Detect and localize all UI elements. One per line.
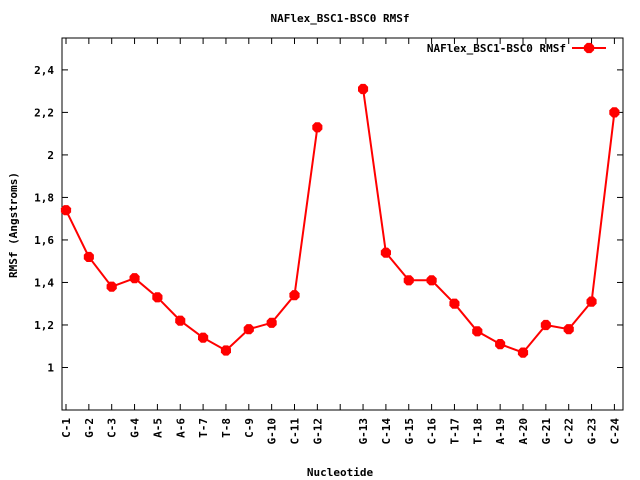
- y-tick-label: 1,6: [34, 234, 54, 247]
- data-point: [312, 122, 323, 133]
- series-layer: [60, 83, 620, 358]
- data-point: [60, 205, 72, 216]
- data-point: [380, 247, 391, 258]
- x-tick-label: T-8: [220, 418, 233, 438]
- data-point: [175, 315, 186, 326]
- x-tick-label: A-19: [494, 418, 507, 445]
- x-tick-label: C-16: [426, 418, 439, 445]
- data-point: [472, 326, 483, 337]
- data-point: [403, 275, 414, 286]
- data-point: [426, 275, 437, 286]
- x-tick-label: G-21: [540, 418, 553, 445]
- data-point: [358, 83, 369, 95]
- x-axis-label: Nucleotide: [307, 466, 374, 479]
- legend: NAFlex_BSC1-BSC0 RMSf: [427, 42, 606, 55]
- data-point: [449, 298, 460, 309]
- data-point: [152, 292, 163, 303]
- data-point: [609, 107, 620, 118]
- x-tick-label: C-9: [243, 418, 256, 438]
- y-tick-label: 2,2: [34, 106, 54, 119]
- x-tick-label: C-3: [106, 418, 119, 438]
- series-line-segment: [362, 88, 616, 354]
- x-tick-label: A-20: [517, 418, 530, 445]
- x-tick-label: G-23: [586, 418, 599, 445]
- x-tick-label: G-10: [266, 418, 279, 445]
- series-line-segment: [65, 127, 319, 352]
- legend-marker: [583, 42, 595, 54]
- y-tick-label: 2,4: [34, 64, 54, 77]
- data-point: [289, 290, 300, 301]
- y-tick-label: 1,8: [34, 191, 54, 204]
- data-point: [540, 319, 551, 331]
- x-tick-label: G-4: [129, 418, 142, 438]
- data-point: [563, 324, 574, 335]
- data-point: [266, 317, 277, 328]
- y-axis-ticks: 1 1,2 1,4 1,6 1,8 2 2,2 2,4: [34, 64, 623, 374]
- x-axis-ticks: C-1 G-2 C-3 G-4 A-5 A-6 T-7 T-8 C-9 G-10 C-11 G-12 G…: [60, 38, 621, 445]
- data-point: [586, 296, 597, 307]
- plot-frame: [61, 37, 624, 411]
- x-tick-label: C-11: [289, 418, 302, 445]
- y-tick-label: 2: [47, 149, 54, 162]
- x-tick-label: C-22: [563, 418, 576, 445]
- x-tick-label: G-2: [83, 418, 96, 438]
- x-tick-label: T-17: [448, 418, 461, 445]
- data-point: [517, 347, 529, 358]
- data-point: [495, 339, 506, 350]
- data-point: [83, 251, 94, 262]
- y-tick-label: 1: [47, 361, 54, 374]
- x-tick-label: T-18: [471, 418, 484, 445]
- data-point: [220, 345, 231, 356]
- x-tick-label: C-1: [60, 418, 73, 438]
- chart-title: NAFlex_BSC1-BSC0 RMSf: [270, 12, 409, 25]
- data-point: [129, 273, 140, 284]
- legend-label: NAFlex_BSC1-BSC0 RMSf: [427, 42, 566, 55]
- y-tick-label: 1,4: [34, 276, 54, 289]
- x-tick-label: A-6: [174, 418, 187, 438]
- x-tick-label: A-5: [151, 418, 164, 438]
- x-tick-label: C-14: [380, 418, 393, 445]
- x-tick-label: G-13: [357, 418, 370, 445]
- x-tick-label: G-12: [311, 418, 324, 445]
- data-point: [198, 332, 209, 343]
- x-tick-label: C-24: [608, 418, 621, 445]
- x-tick-label: T-7: [197, 418, 210, 438]
- y-axis-label: RMSf (Angstroms): [7, 172, 20, 278]
- data-point: [243, 324, 254, 335]
- x-tick-label: G-15: [403, 418, 416, 445]
- y-tick-label: 1,2: [34, 319, 54, 332]
- data-point: [106, 281, 117, 292]
